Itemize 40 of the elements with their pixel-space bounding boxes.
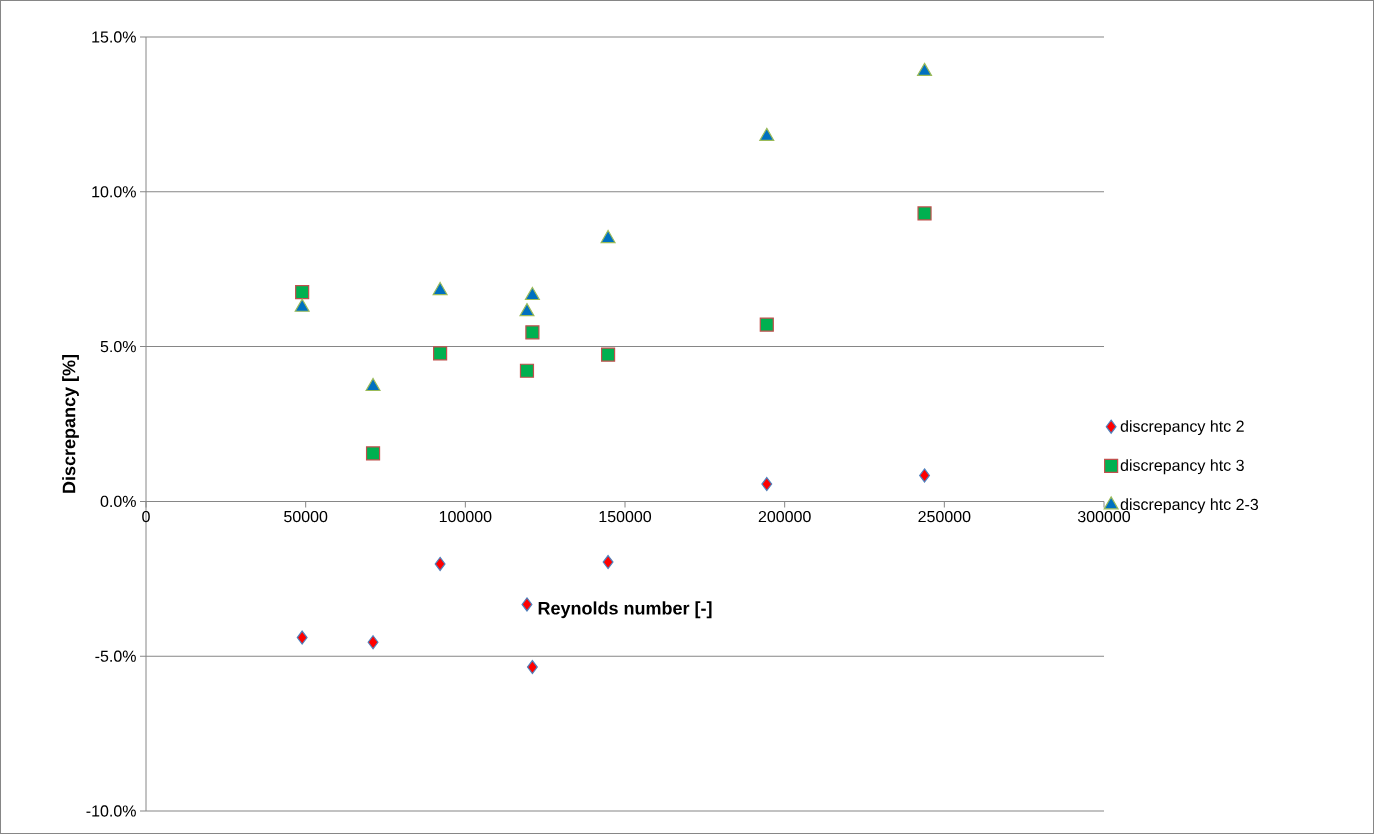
point [761, 476, 773, 492]
point [759, 127, 775, 141]
x-tick-label: 0 [142, 510, 150, 523]
y-tick-label: 0.0% [100, 495, 136, 508]
point [600, 347, 616, 362]
point [365, 377, 381, 392]
point [759, 317, 774, 332]
y-axis-title: Discrepancy [%] [62, 355, 79, 493]
point [526, 659, 538, 675]
legend-label: discrepancy htc 2 [1120, 420, 1244, 436]
point [917, 62, 933, 76]
point [917, 206, 932, 221]
point [519, 363, 535, 378]
x-tick-label: 250000 [918, 510, 971, 523]
point [602, 554, 614, 570]
point [521, 597, 533, 612]
point [295, 285, 310, 300]
point [525, 325, 540, 340]
x-axis-title: Reynolds number [-] [538, 601, 712, 619]
y-tick-label: 5.0% [100, 340, 136, 353]
y-tick-label: 10.0% [92, 186, 136, 198]
legend-label: discrepancy htc 3 [1120, 459, 1244, 475]
point [367, 635, 379, 650]
point [524, 286, 540, 301]
point [294, 298, 310, 312]
point [296, 630, 308, 645]
x-tick-label: 50000 [284, 510, 328, 523]
point [432, 281, 448, 296]
point [600, 229, 616, 244]
y-tick-label: -5.0% [95, 650, 136, 662]
point [519, 303, 535, 317]
point [919, 468, 931, 483]
point [433, 346, 448, 361]
point [434, 556, 446, 572]
y-tick-label: 15.0% [92, 31, 136, 43]
x-tick-label: 200000 [758, 510, 811, 523]
x-tick-label: 100000 [439, 510, 492, 523]
y-tick-label: -10.0% [86, 805, 136, 817]
point [365, 446, 381, 461]
x-tick-label: 150000 [599, 510, 652, 523]
